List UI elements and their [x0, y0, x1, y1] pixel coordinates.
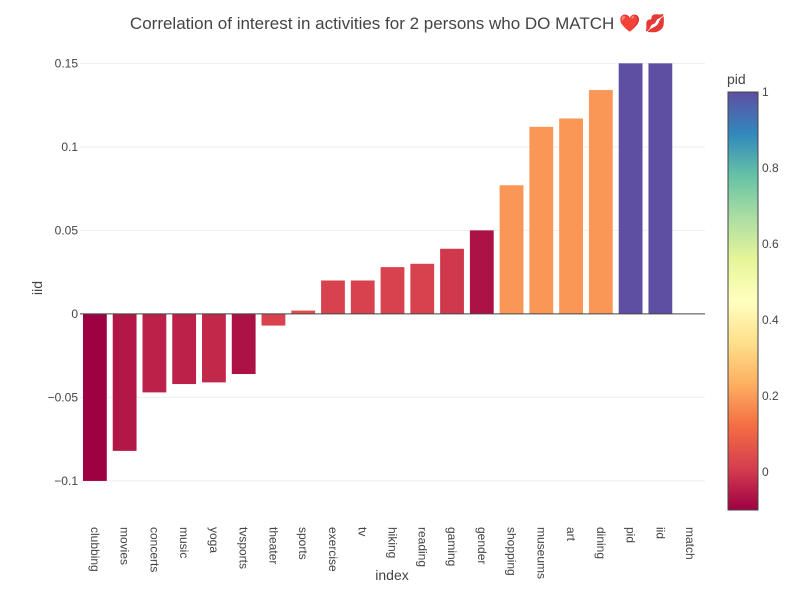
colorbar-tick-label: 0.2 [762, 389, 779, 403]
colorbar-gradient [727, 91, 759, 511]
x-tick-label: movies [118, 527, 132, 565]
x-tick-label: dining [594, 527, 608, 559]
colorbar-tick-label: 0.4 [762, 313, 779, 327]
x-tick-label: gaming [445, 527, 459, 566]
bars [82, 63, 673, 481]
x-tick-label: music [177, 527, 191, 558]
y-tick-label: −0.05 [48, 390, 79, 404]
bar-exercise [321, 280, 345, 314]
bar-yoga [202, 313, 226, 383]
bar-shopping [499, 185, 524, 314]
bar-sports [291, 310, 316, 314]
y-tick-label: 0 [71, 307, 78, 321]
x-axis-ticks: clubbing movies concerts music yoga tvsports t… [88, 527, 697, 579]
colorbar-tick-label: 1 [762, 85, 769, 99]
bar-reading [410, 263, 435, 314]
colorbar-tick-label: 0 [762, 465, 769, 479]
y-tick-label: 0.15 [55, 56, 79, 70]
x-tick-label: exercise [326, 527, 340, 572]
x-tick-label: reading [415, 527, 429, 567]
colorbar-tick-label: 0.8 [762, 161, 779, 175]
y-tick-label: 0.1 [61, 140, 78, 154]
y-axis-title: iid [29, 281, 45, 295]
x-tick-label: gender [475, 527, 489, 564]
x-tick-label: theater [266, 527, 280, 564]
x-tick-label: tv [356, 527, 370, 536]
chart-title: Correlation of interest in activities fo… [130, 13, 666, 33]
bar-tvsports [231, 313, 256, 375]
x-tick-label: pid [624, 527, 638, 543]
x-tick-label: tvsports [237, 527, 251, 569]
bar-music [172, 313, 197, 385]
bar-dining [588, 90, 613, 314]
x-tick-label: clubbing [88, 527, 102, 572]
bar-concerts [142, 313, 167, 393]
x-axis-title: index [375, 567, 408, 583]
bar-clubbing [82, 313, 107, 481]
bar-iid [648, 63, 673, 314]
y-tick-label: 0.05 [55, 223, 79, 237]
bar-art [559, 118, 583, 314]
x-tick-label: sports [296, 527, 310, 560]
x-tick-label: museums [534, 527, 548, 579]
x-tick-label: match [683, 527, 697, 560]
colorbar-title: pid [727, 71, 746, 87]
bar-gaming [440, 248, 464, 314]
bar-tv [350, 280, 375, 314]
x-tick-label: concerts [147, 527, 161, 572]
bar-theater [261, 313, 286, 326]
y-tick-label: −0.1 [54, 474, 78, 488]
bar-movies [112, 313, 137, 451]
colorbar: pid 1 0.8 0.6 0.4 0.2 0 [727, 71, 779, 511]
bar-gender [469, 230, 494, 314]
colorbar-tick-label: 0.6 [762, 237, 779, 251]
bar-museums [529, 126, 554, 314]
x-tick-label: hiking [386, 527, 400, 558]
bar-hiking [380, 267, 405, 314]
bar-pid [618, 63, 643, 314]
x-tick-label: shopping [505, 527, 519, 576]
x-tick-label: iid [653, 527, 667, 539]
y-axis-ticks: 0.15 0.1 0.05 0 −0.05 −0.1 [48, 56, 79, 488]
x-tick-label: art [564, 527, 578, 542]
x-tick-label: yoga [207, 527, 221, 553]
